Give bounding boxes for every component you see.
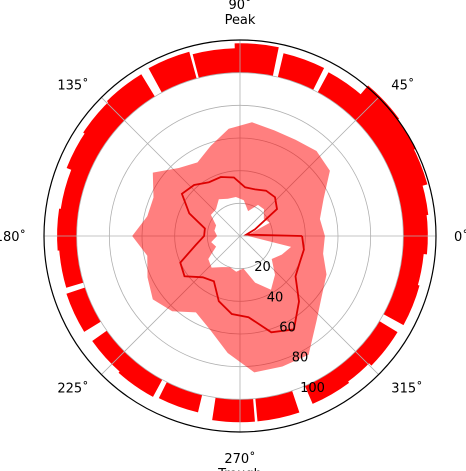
- radial-tick-label: 80: [292, 351, 309, 366]
- polar-bar: [158, 382, 203, 413]
- radial-tick-label: 20: [254, 260, 271, 275]
- angle-tick-label: 225˚: [57, 380, 88, 396]
- angle-tick-label: 0˚: [454, 229, 466, 245]
- angle-tick-label: 135˚: [57, 78, 88, 94]
- polar-bar: [212, 397, 255, 423]
- polar-bar: [401, 211, 428, 255]
- line-layer: [179, 176, 305, 334]
- polar-bar: [234, 43, 279, 77]
- angle-tick-label: 90˚: [228, 0, 251, 13]
- bars-layer: [57, 43, 429, 423]
- band-layer: [132, 122, 330, 373]
- polar-bar: [59, 245, 84, 288]
- polar-bar: [317, 72, 364, 114]
- radial-tick-label: 60: [279, 321, 296, 336]
- polar-bar: [60, 169, 89, 213]
- angle-tick-label: 45˚: [391, 78, 414, 94]
- polar-bar: [57, 208, 79, 251]
- polar-bar: [383, 279, 420, 326]
- confidence-band: [132, 122, 330, 373]
- polar-bar: [118, 358, 163, 397]
- polar-bar: [148, 51, 197, 93]
- angle-tick-label: 270˚: [224, 451, 255, 467]
- polar-bar: [356, 321, 398, 366]
- polar-bar: [66, 287, 101, 332]
- angle-tick-label: 180˚: [0, 229, 26, 245]
- polar-bar: [255, 390, 300, 422]
- polar-bar: [396, 245, 425, 289]
- radial-tick-label: 40: [267, 290, 284, 305]
- polar-bar: [329, 348, 372, 388]
- polar-frame: [43, 39, 437, 433]
- angle-tick-sublabel: Peak: [225, 13, 256, 28]
- polar-bar: [277, 53, 325, 90]
- angle-tick-label: 315˚: [391, 380, 422, 396]
- polar-bar: [83, 99, 128, 147]
- radial-tick-label: 100: [300, 381, 325, 396]
- radial-tick-labels: 20 40 60 80 100: [254, 260, 325, 396]
- angle-tick-sublabel: Trough: [217, 467, 262, 471]
- polar-bar: [66, 130, 106, 177]
- polar-bar: [192, 48, 237, 78]
- grid-layer: [44, 40, 436, 432]
- mean-line: [179, 176, 305, 334]
- polar-bar: [92, 330, 132, 372]
- angular-gridline: [101, 97, 241, 237]
